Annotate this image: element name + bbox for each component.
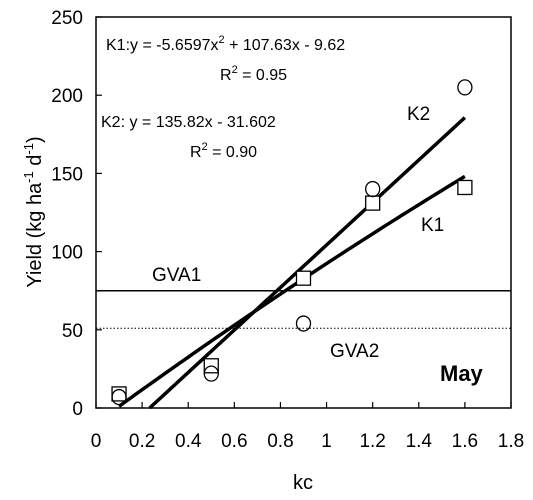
k2-circle-marker [457,79,473,96]
k2-circle-marker [203,365,219,382]
y-axis-label-sup2: -1 [21,143,36,155]
k2-fit-curve [148,116,467,410]
x-tick-label: 0.6 [221,431,247,452]
k1-equation-sup: 2 [219,34,225,46]
k1-square-marker [295,270,312,286]
x-tick-label: 1.2 [359,431,385,452]
y-tick-label: 0 [72,399,83,420]
k2-r2: R2 = 0.90 [190,141,257,161]
x-tick-label: 0 [91,431,102,452]
gva2-label: GVA2 [330,341,379,362]
gva1-label: GVA1 [152,265,201,286]
y-axis-label-mid: d [24,155,46,172]
reference-lines [96,289,511,329]
k2-circle-marker [295,315,312,332]
fit-curves [118,116,467,410]
y-axis-label-end: ) [24,136,46,143]
y-axis-label: Yield (kg ha-1 d-1) [21,136,46,287]
k1-curve-label: K1 [421,215,444,236]
k1-square-marker [365,195,381,211]
data-markers [111,79,473,406]
k1-equation-rest: + 107.63x - 9.62 [225,37,346,54]
k2-equation: K2: y = 135.82x - 31.602 [101,114,276,131]
y-axis-ticks: 0 50 100 150 200 250 [51,8,102,420]
y-tick-label: 200 [51,86,83,107]
k2-r2-main: R [190,144,202,161]
y-axis-label-sup1: -1 [21,171,36,183]
k2-r2-sup: 2 [202,141,208,153]
y-tick-label: 100 [51,243,83,264]
y-tick-label: 250 [51,8,83,29]
x-tick-label: 0.2 [129,431,155,452]
k1-r2-sup: 2 [232,64,238,76]
x-tick-label: 1.8 [498,431,524,452]
k1-r2-main: R [220,67,232,84]
k1-square-marker [457,179,473,196]
plot-area [95,16,512,409]
y-axis-label-main: Yield (kg ha [24,182,46,288]
k1-equation-main: K1:y = -5.6597x [106,37,219,54]
k2-circle-marker [111,388,127,406]
k2-circle-marker [365,180,381,198]
k2-r2-rest: = 0.90 [208,144,257,161]
y-tick-label: 150 [51,164,83,185]
x-tick-label: 0.4 [175,431,202,452]
x-tick-label: 1.4 [406,431,433,452]
x-axis-ticks: 0 0.2 0.4 0.6 0.8 1 1.2 1.4 1.6 1.8 [91,402,524,452]
x-axis-label: kc [293,472,313,494]
x-tick-label: 0.8 [267,431,293,452]
k1-equation: K1:y = -5.6597x2 + 107.63x - 9.62 [106,34,345,54]
panel-label-may: May [440,361,484,386]
k1-fit-curve [118,174,466,408]
x-tick-label: 1 [321,431,332,452]
k1-r2: R2 = 0.95 [220,64,287,84]
k1-r2-rest: = 0.95 [238,67,287,84]
y-tick-label: 50 [62,321,83,342]
k2-curve-label: K2 [407,104,430,125]
x-tick-label: 1.6 [452,431,478,452]
